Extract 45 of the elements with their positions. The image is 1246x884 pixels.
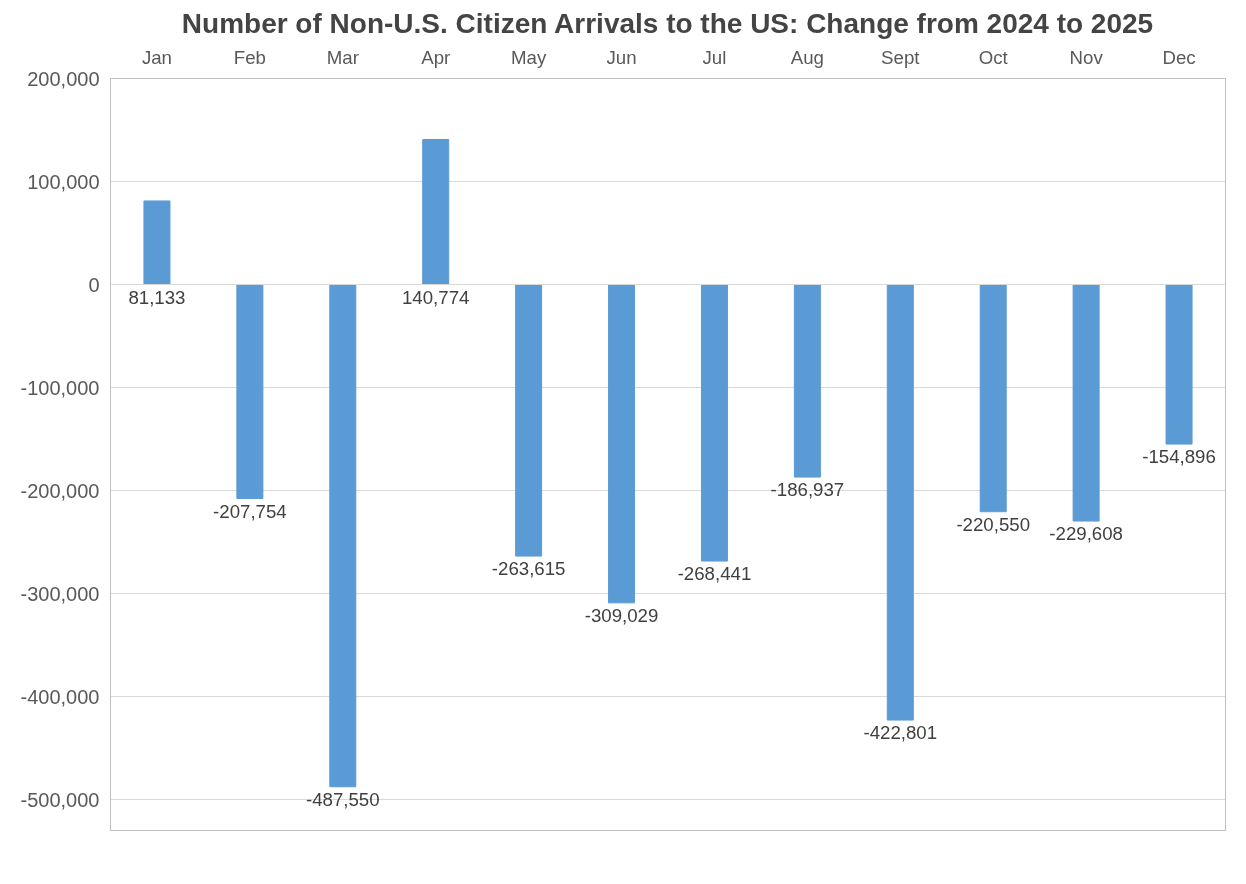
y-tick-label: -200,000 — [20, 479, 100, 502]
data-label: -154,896 — [1142, 446, 1216, 468]
bar — [422, 139, 450, 286]
data-label: -422,801 — [863, 722, 938, 744]
x-tick-label: Dec — [1162, 46, 1196, 68]
x-tick-label: Apr — [421, 46, 451, 68]
data-label: -220,550 — [956, 513, 1031, 535]
bar — [329, 284, 357, 788]
bar — [236, 284, 264, 500]
x-tick-label: May — [511, 46, 547, 68]
x-tick-label: Jan — [141, 46, 173, 68]
x-tick-label: Mar — [326, 46, 359, 68]
bar — [143, 200, 171, 286]
x-tick-label: Jul — [702, 46, 727, 68]
data-label: 81,133 — [128, 286, 186, 308]
data-label: -207,754 — [213, 500, 287, 522]
x-tick-label: Sept — [881, 46, 921, 68]
bar — [886, 284, 914, 721]
x-tick-label: Oct — [978, 46, 1009, 68]
x-tick-label: Feb — [233, 46, 266, 68]
x-tick-label: Jun — [606, 46, 637, 68]
data-label: -186,937 — [770, 479, 845, 501]
bar — [608, 284, 636, 604]
y-tick-label: 100,000 — [27, 170, 100, 193]
bar — [1072, 284, 1100, 522]
x-tick-label: Aug — [790, 46, 824, 68]
bar — [515, 284, 543, 557]
data-label: -263,615 — [491, 558, 566, 580]
data-label: -487,550 — [305, 788, 380, 810]
bar — [1165, 284, 1193, 445]
data-label: -309,029 — [584, 604, 659, 626]
data-label: -268,441 — [677, 563, 752, 585]
y-tick-label: 0 — [88, 273, 100, 296]
chart-title: Number of Non-U.S. Citizen Arrivals to the US: Change from 2024 to 2025 — [181, 7, 1154, 39]
y-tick-label: -100,000 — [20, 376, 100, 399]
x-tick-label: Nov — [1069, 46, 1104, 68]
bar — [700, 284, 728, 562]
bar — [979, 284, 1007, 513]
data-label: -229,608 — [1049, 523, 1123, 545]
data-label: 140,774 — [401, 286, 470, 308]
y-tick-label: -500,000 — [20, 788, 100, 811]
bar — [793, 284, 821, 478]
y-tick-label: 200,000 — [27, 67, 100, 90]
y-tick-label: -400,000 — [20, 685, 100, 708]
y-tick-label: -300,000 — [20, 582, 100, 605]
